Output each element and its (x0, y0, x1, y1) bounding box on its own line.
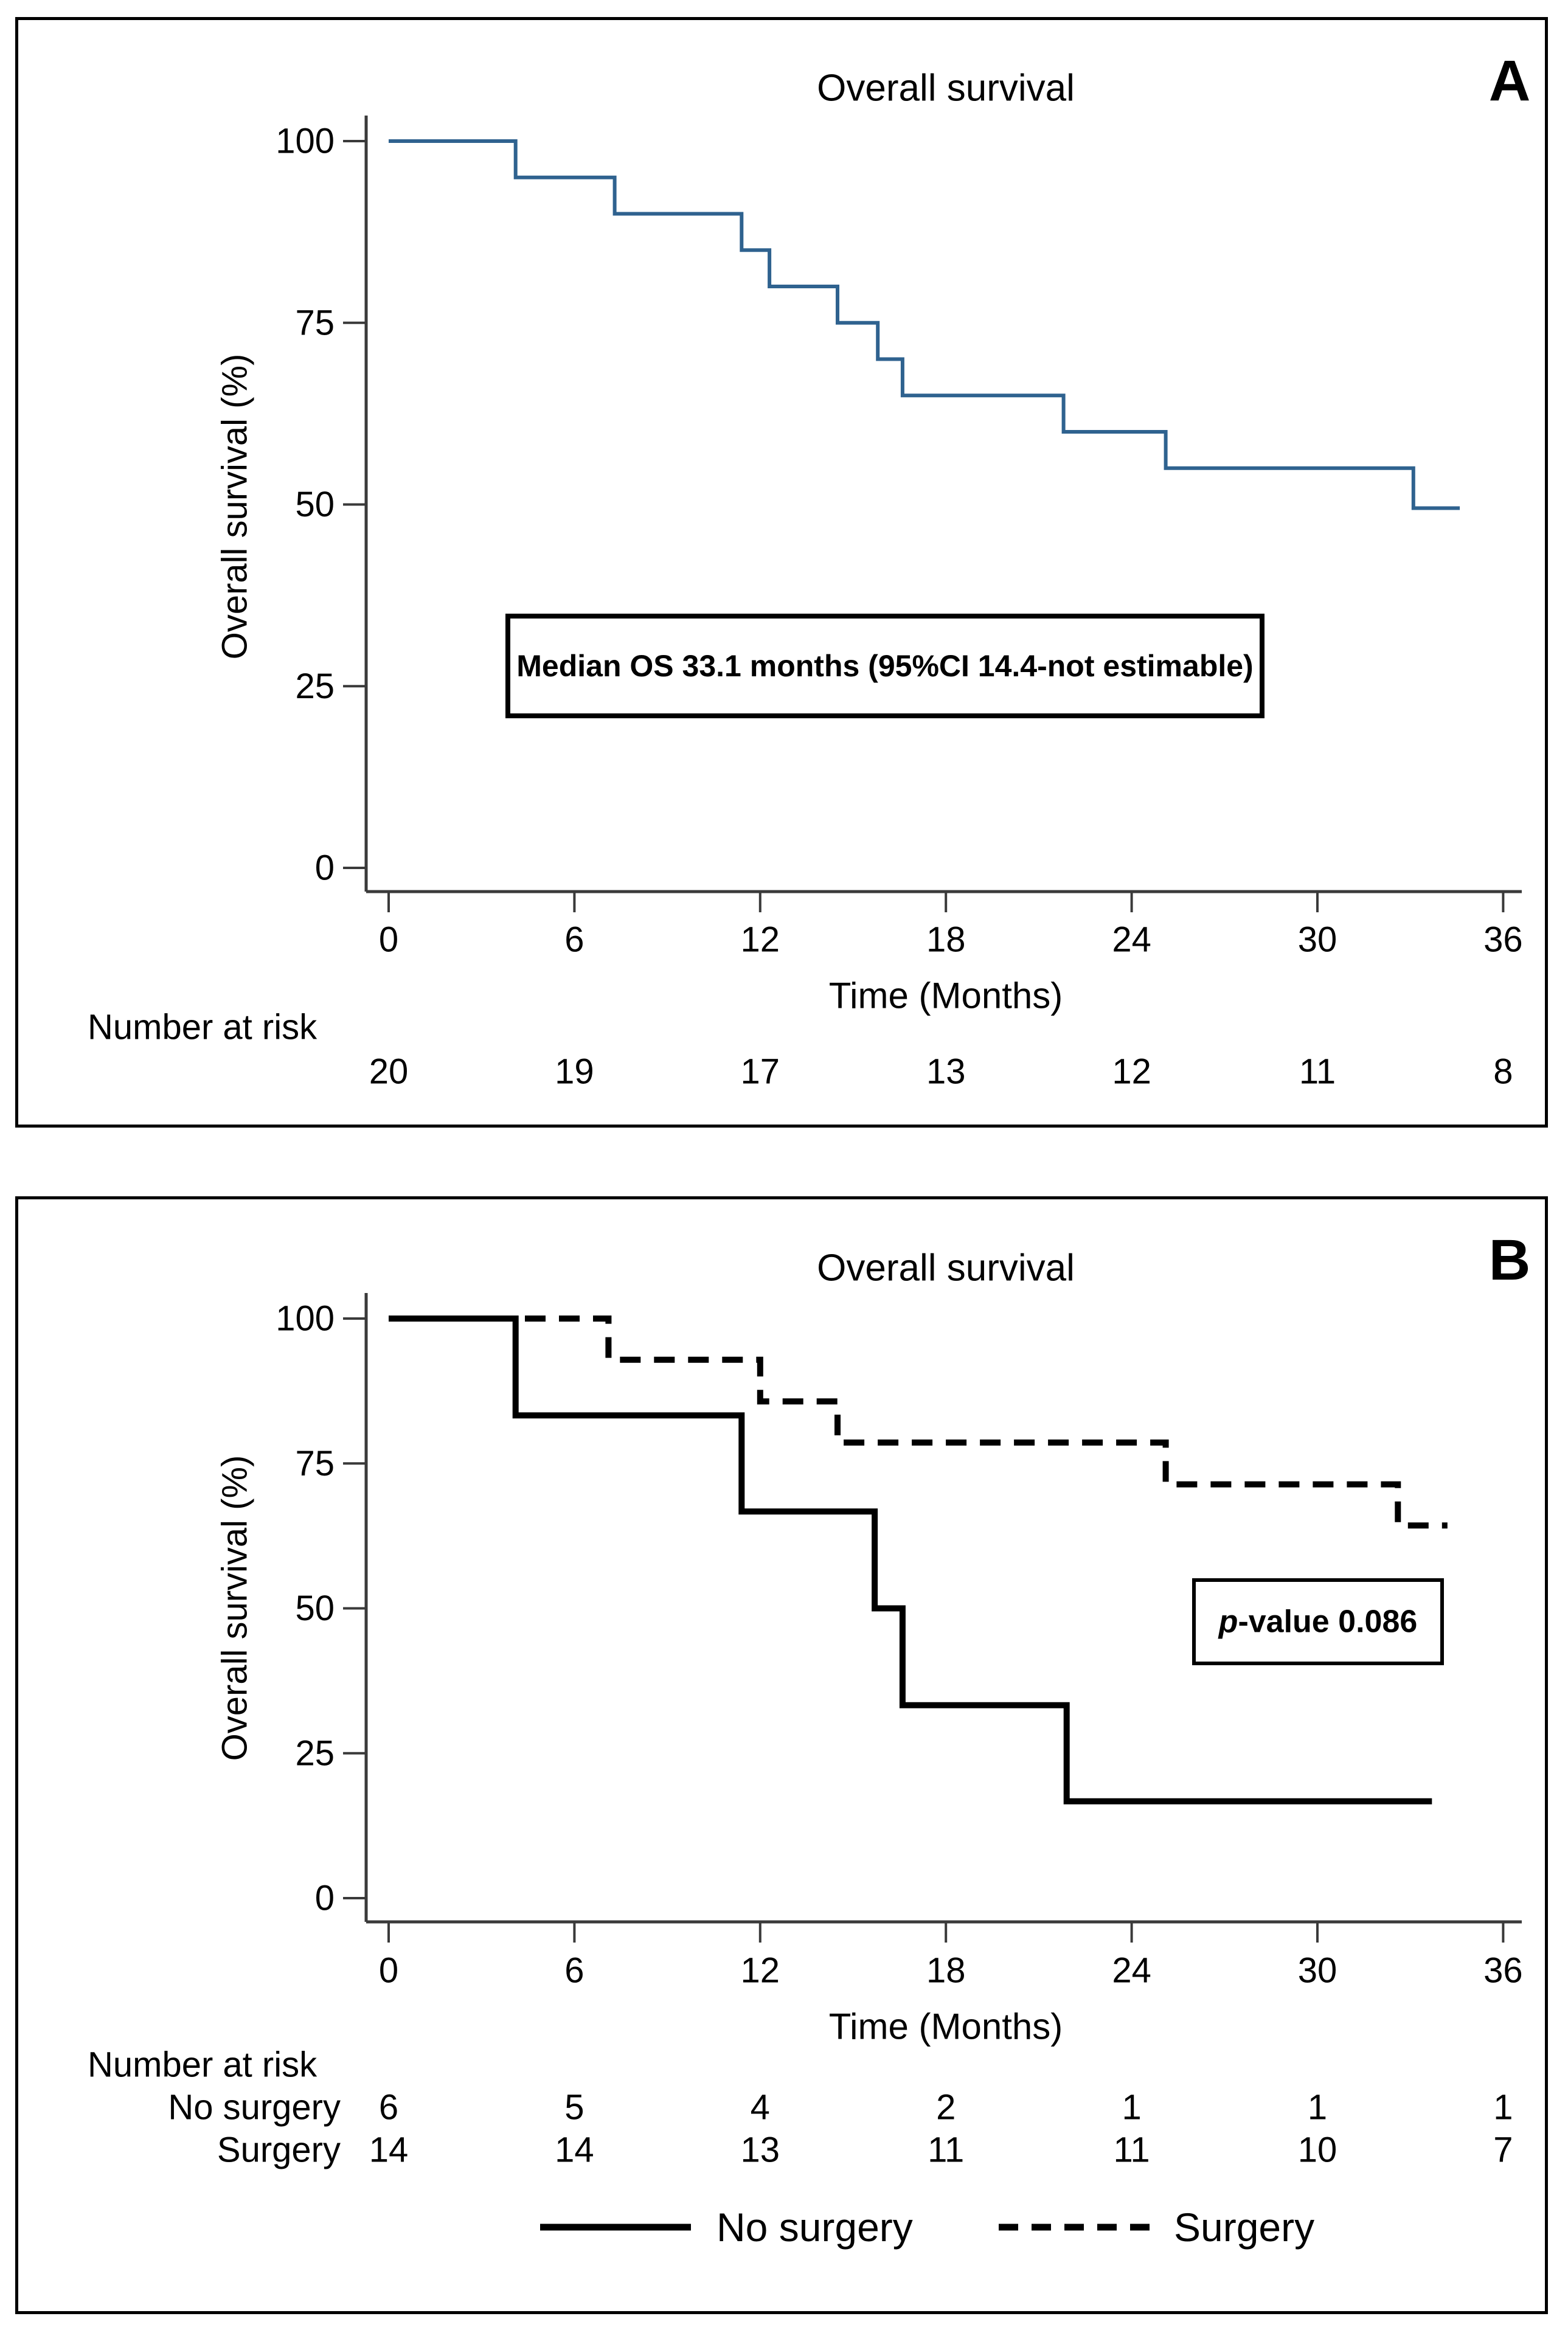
risk-value: 14 (369, 2130, 409, 2170)
p-value-italic-p: p (1218, 1604, 1238, 1640)
risk-value: 5 (564, 2088, 584, 2127)
x-tick-label: 0 (379, 920, 398, 960)
risk-value: 2 (936, 2088, 956, 2127)
risk-value: 7 (1493, 2130, 1513, 2170)
p-value-text: p-value 0.086 (1218, 1604, 1418, 1640)
risk-value: 10 (1298, 2130, 1337, 2170)
risk-table-header: Number at risk (88, 1008, 317, 1047)
y-tick-label: 50 (295, 1589, 335, 1628)
risk-value: 11 (928, 2130, 964, 2170)
panel-tag-letter: B (1489, 1228, 1531, 1292)
y-tick-label: 25 (295, 1733, 335, 1773)
panel-b: Overall survival B 100 75 50 25 0 0 6 12 18 24 30 36 O… (15, 1196, 1548, 2314)
y-tick-label: 0 (315, 1879, 335, 1918)
y-tick-label: 100 (276, 1299, 335, 1339)
risk-value: 13 (926, 1052, 966, 1092)
y-tick-label: 25 (295, 667, 335, 706)
risk-value: 4 (751, 2088, 770, 2127)
risk-value: 8 (1493, 1052, 1513, 1092)
risk-value: 14 (555, 2130, 594, 2170)
risk-row-label-no-surgery: No surgery (168, 2088, 341, 2127)
x-tick-label: 36 (1483, 1951, 1523, 1991)
p-value-rest: -value 0.086 (1238, 1604, 1417, 1640)
risk-value: 11 (1299, 1052, 1336, 1092)
risk-value: 1 (1308, 2088, 1327, 2127)
y-tick-label: 50 (295, 485, 335, 524)
risk-row-label-surgery: Surgery (217, 2130, 341, 2170)
x-tick-label: 6 (564, 1951, 584, 1991)
km-chart-a: Overall survival A 100 75 50 25 0 0 6 12 18 24 30 36 O… (88, 49, 1531, 1092)
x-tick-label: 18 (926, 1951, 966, 1991)
plot-title: Overall survival (817, 68, 1075, 109)
y-tick-label: 0 (315, 848, 335, 888)
risk-value: 1 (1122, 2088, 1141, 2127)
risk-table-header: Number at risk (88, 2045, 317, 2085)
x-tick-label: 24 (1112, 1951, 1151, 1991)
y-axis-label: Overall survival (%) (215, 354, 255, 660)
x-axis-label: Time (Months) (829, 976, 1063, 1016)
legend-label-no-surgery: No surgery (716, 2205, 913, 2250)
x-tick-label: 12 (741, 920, 780, 960)
risk-value: 13 (741, 2130, 780, 2170)
y-tick-label: 100 (276, 122, 335, 161)
x-tick-label: 6 (564, 920, 584, 960)
risk-value: 19 (555, 1052, 594, 1092)
risk-value: 17 (741, 1052, 780, 1092)
p-value-box (1192, 1578, 1444, 1665)
x-tick-label: 12 (741, 1951, 780, 1991)
x-tick-label: 30 (1298, 920, 1337, 960)
median-os-annotation-box (505, 614, 1264, 718)
panel-a: Overall survival A 100 75 50 25 0 0 6 12 18 24 30 36 O… (15, 17, 1548, 1128)
x-tick-label: 18 (926, 920, 966, 960)
risk-value: 1 (1493, 2088, 1513, 2127)
median-os-annotation-text: Median OS 33.1 months (95%CI 14.4-not es… (516, 649, 1253, 683)
risk-value: 6 (379, 2088, 398, 2127)
km-curve-surgery (389, 1316, 1448, 1529)
km-curve-no-surgery (389, 1316, 1432, 1804)
plot-title: Overall survival (817, 1247, 1075, 1289)
risk-value: 11 (1113, 2130, 1150, 2170)
y-axis-label: Overall survival (%) (215, 1455, 255, 1761)
x-tick-label: 0 (379, 1951, 398, 1991)
x-axis-label: Time (Months) (829, 2006, 1063, 2047)
x-tick-label: 36 (1483, 920, 1523, 960)
risk-value: 12 (1112, 1052, 1151, 1092)
y-tick-label: 75 (295, 303, 335, 342)
risk-value: 20 (369, 1052, 409, 1092)
km-curve-all-patients (389, 139, 1460, 510)
panel-tag-letter: A (1489, 49, 1531, 113)
y-tick-label: 75 (295, 1444, 335, 1483)
x-tick-label: 24 (1112, 920, 1151, 960)
x-tick-label: 30 (1298, 1951, 1337, 1991)
legend-label-surgery: Surgery (1174, 2205, 1314, 2250)
